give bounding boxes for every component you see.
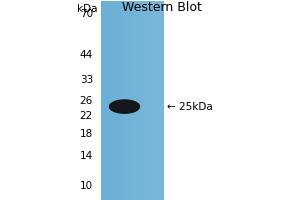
Text: 18: 18 bbox=[80, 129, 93, 139]
Text: 14: 14 bbox=[80, 151, 93, 161]
Text: 70: 70 bbox=[80, 9, 93, 19]
Text: 26: 26 bbox=[80, 96, 93, 106]
Text: 22: 22 bbox=[80, 111, 93, 121]
Polygon shape bbox=[110, 100, 140, 113]
Text: 10: 10 bbox=[80, 181, 93, 191]
Text: 44: 44 bbox=[80, 50, 93, 60]
Text: Western Blot: Western Blot bbox=[122, 1, 202, 14]
Text: ← 25kDa: ← 25kDa bbox=[167, 102, 212, 112]
Text: kDa: kDa bbox=[77, 4, 98, 14]
Text: 33: 33 bbox=[80, 75, 93, 85]
